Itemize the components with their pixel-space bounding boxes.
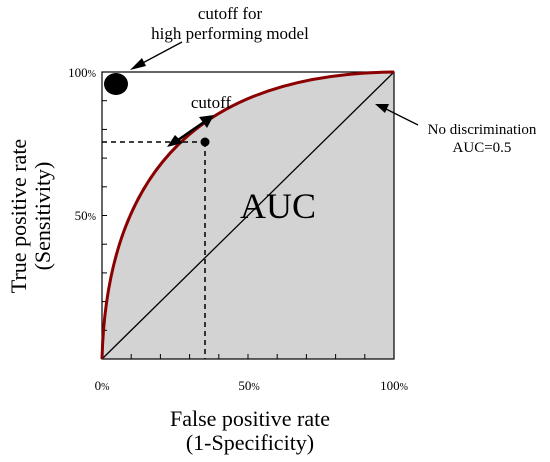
x-tick-label-50: 50% xyxy=(238,378,259,393)
auc-label: AUC xyxy=(240,186,316,226)
ideal-cutoff-arrow xyxy=(130,41,183,70)
ideal-cutoff-label-line2: high performing model xyxy=(151,24,309,43)
cutoff-double-arrow xyxy=(167,115,214,147)
y-axis-title-line1: True positive rate xyxy=(6,139,31,293)
cutoff-point xyxy=(200,137,210,147)
no-discrimination-label-line1: No discrimination xyxy=(428,122,537,138)
no-discrimination-diagonal xyxy=(101,71,395,360)
x-axis-title-line1: False positive rate xyxy=(170,406,330,431)
roc-curve xyxy=(100,70,395,360)
x-tick-label-0: 0% xyxy=(95,378,110,393)
x-axis-title-line2: (1-Specificity) xyxy=(186,430,314,455)
cutoff-label: cutoff xyxy=(191,93,232,112)
ideal-cutoff-label-line1: cutoff for xyxy=(198,4,263,23)
y-axis-title-line2: (Sensitivity) xyxy=(30,162,55,271)
ideal-cutoff-point xyxy=(104,73,128,95)
diagonal-annotation-arrow xyxy=(375,104,419,126)
y-tick-label-100: 100% xyxy=(68,65,96,80)
x-tick-label-100: 100% xyxy=(380,378,408,393)
no-discrimination-label-line2: AUC=0.5 xyxy=(453,140,512,156)
tick-marks xyxy=(102,100,366,359)
y-tick-label-50: 50% xyxy=(75,208,96,223)
